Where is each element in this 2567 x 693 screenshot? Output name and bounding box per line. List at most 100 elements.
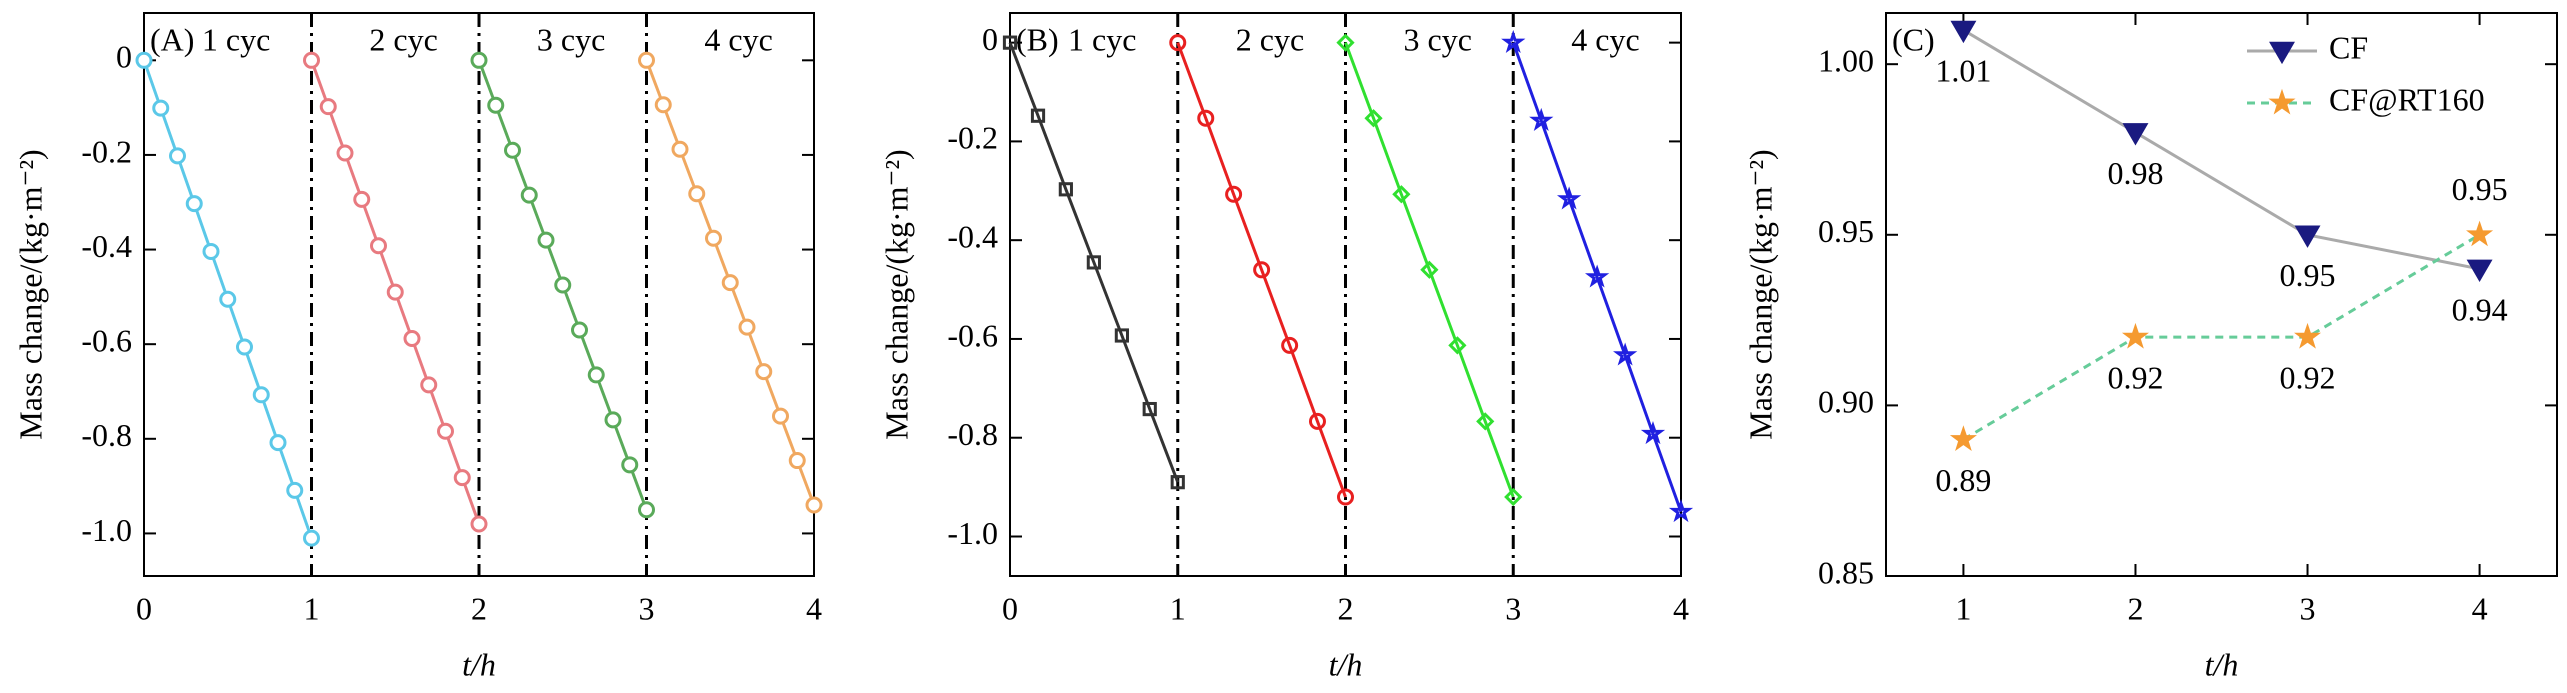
- series-line: [1344, 42, 1515, 498]
- data-marker: [370, 237, 387, 255]
- legend-marker: [2268, 88, 2296, 115]
- y-tick-label: -0.2: [947, 120, 998, 156]
- data-marker: [1949, 425, 1977, 452]
- data-marker: [286, 481, 304, 499]
- data-marker: [1142, 401, 1157, 417]
- data-marker: [336, 144, 354, 162]
- x-axis-label: t/h: [1329, 646, 1363, 682]
- plot-frame: [1885, 12, 2558, 577]
- cycle-label: 4 cyc: [704, 21, 772, 57]
- x-tick-label: 2: [471, 590, 487, 626]
- value-label: 0.92: [2107, 359, 2163, 395]
- y-tick-label: -0.2: [81, 133, 132, 169]
- data-marker: [1337, 488, 1354, 506]
- y-axis-label: Mass change/(kg·m⁻²): [1742, 149, 1778, 439]
- data-marker: [403, 329, 421, 347]
- data-marker: [1448, 336, 1467, 355]
- data-marker: [1504, 487, 1523, 507]
- y-tick-label: -0.8: [947, 416, 998, 452]
- data-marker: [1281, 336, 1299, 354]
- value-label: 0.98: [2107, 155, 2163, 191]
- x-tick-label: 4: [806, 590, 822, 626]
- data-marker: [1364, 109, 1383, 128]
- y-axis-label: Mass change/(kg·m⁻²): [12, 149, 48, 439]
- data-marker: [152, 99, 170, 117]
- x-tick-label: 3: [639, 590, 655, 626]
- value-label: 0.92: [2280, 359, 2336, 395]
- data-marker: [437, 422, 454, 440]
- data-marker: [587, 366, 605, 384]
- series-line: [1176, 42, 1347, 498]
- data-marker: [303, 529, 320, 547]
- data-marker: [520, 186, 538, 204]
- data-marker: [1420, 260, 1439, 279]
- data-marker: [470, 51, 488, 69]
- data-marker: [353, 190, 371, 208]
- series-line: [1962, 28, 2480, 271]
- value-label: 0.89: [1935, 462, 1991, 498]
- data-marker: [252, 386, 270, 404]
- x-axis-label: t/h: [462, 646, 496, 682]
- data-marker: [1002, 35, 1018, 50]
- data-marker: [772, 407, 789, 425]
- value-label: 1.01: [1935, 52, 1991, 88]
- data-marker: [1030, 108, 1046, 123]
- y-tick-label: -1.0: [81, 512, 132, 548]
- data-marker: [470, 515, 488, 533]
- data-marker: [269, 434, 287, 452]
- data-marker: [688, 185, 706, 203]
- y-tick-label: -0.4: [81, 228, 132, 264]
- y-tick-label: 0.95: [1818, 213, 1874, 249]
- y-tick-label: 0: [116, 39, 132, 75]
- series-line: [1008, 42, 1180, 483]
- data-marker: [554, 276, 572, 294]
- data-marker: [1476, 412, 1495, 431]
- y-tick-label: 0.90: [1818, 384, 1874, 420]
- legend-label: CF@RT160: [2329, 81, 2485, 117]
- x-tick-label: 4: [1673, 590, 1689, 626]
- panel-label: (B): [1016, 21, 1059, 57]
- legend-label: CF: [2329, 29, 2368, 65]
- data-marker: [1668, 499, 1694, 523]
- data-marker: [1501, 29, 1526, 53]
- data-marker: [303, 51, 320, 69]
- data-marker: [1058, 182, 1073, 197]
- data-marker: [2466, 220, 2494, 247]
- cycle-label: 2 cyc: [369, 21, 437, 57]
- y-tick-label: 1.00: [1818, 43, 1874, 79]
- data-marker: [2121, 322, 2149, 349]
- data-marker: [721, 274, 739, 292]
- series-line: [1962, 233, 2481, 441]
- data-marker: [2294, 225, 2321, 248]
- data-marker: [1169, 34, 1187, 52]
- data-marker: [805, 496, 823, 514]
- x-tick-label: 2: [1338, 590, 1354, 626]
- y-tick-label: -1.0: [947, 515, 998, 551]
- data-marker: [386, 283, 404, 301]
- data-marker: [638, 51, 655, 69]
- data-marker: [1253, 261, 1271, 279]
- data-marker: [1336, 33, 1355, 52]
- data-marker: [638, 501, 655, 519]
- cycle-label: 3 cyc: [537, 21, 605, 57]
- data-marker: [1308, 412, 1326, 430]
- cycle-label: 1 cyc: [1068, 21, 1136, 57]
- data-marker: [219, 290, 237, 308]
- cycle-label: 2 cyc: [1236, 21, 1304, 57]
- data-marker: [453, 469, 471, 487]
- data-marker: [2466, 259, 2493, 283]
- data-marker: [705, 229, 722, 247]
- data-marker: [135, 51, 153, 69]
- data-marker: [738, 318, 756, 336]
- x-tick-label: 1: [1955, 590, 1971, 626]
- data-marker: [788, 452, 806, 470]
- data-marker: [621, 456, 639, 474]
- data-marker: [537, 231, 555, 249]
- data-marker: [202, 242, 220, 260]
- x-tick-label: 1: [1170, 590, 1186, 626]
- x-axis-label: t/h: [2205, 646, 2239, 682]
- x-tick-label: 3: [2300, 590, 2316, 626]
- x-tick-label: 4: [2472, 590, 2488, 626]
- data-marker: [1613, 342, 1638, 366]
- data-marker: [571, 321, 588, 339]
